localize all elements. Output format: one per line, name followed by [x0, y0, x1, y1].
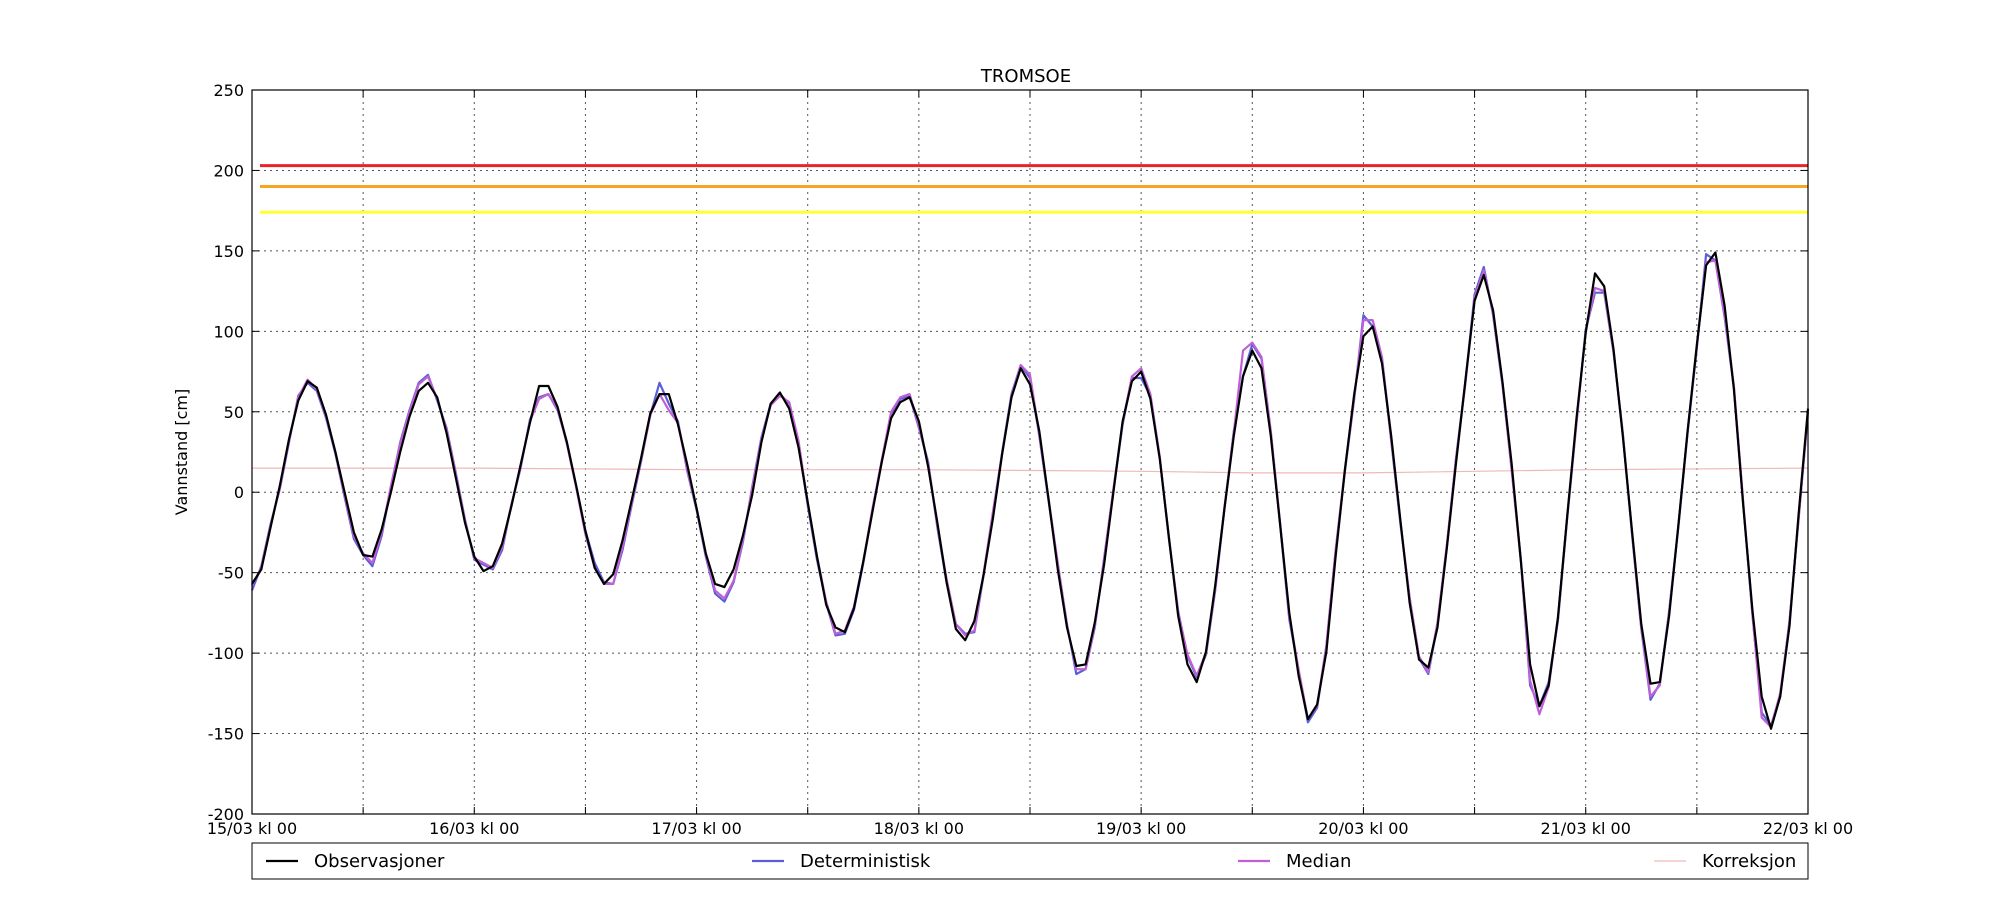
legend-label: Deterministisk	[800, 851, 931, 872]
x-tick-label: 15/03 kl 00	[207, 819, 297, 838]
y-tick-label: -100	[208, 644, 244, 663]
legend-label: Median	[1286, 851, 1351, 872]
legend-label: Korreksjon	[1702, 851, 1796, 872]
x-tick-label: 20/03 kl 00	[1318, 819, 1408, 838]
y-tick-label: 250	[213, 81, 244, 100]
y-tick-label: -50	[218, 564, 244, 583]
y-tick-label: 0	[234, 483, 244, 502]
legend-label: Observasjoner	[314, 851, 445, 872]
x-tick-label: 17/03 kl 00	[651, 819, 741, 838]
y-tick-label: -200	[208, 805, 244, 824]
y-tick-label: 50	[224, 403, 244, 422]
x-tick-label: 19/03 kl 00	[1096, 819, 1186, 838]
grid-layer	[252, 90, 1808, 814]
x-axis: 15/03 kl 00 16/03 kl 00 17/03 kl 00 18/03 k…	[207, 90, 1853, 838]
x-tick-label: 16/03 kl 00	[429, 819, 519, 838]
x-tick-label: 21/03 kl 00	[1541, 819, 1631, 838]
y-tick-label: 200	[213, 161, 244, 180]
y-tick-label: -150	[208, 725, 244, 744]
y-axis-label: Vannstand [cm]	[172, 389, 191, 515]
y-tick-label: 100	[213, 322, 244, 341]
x-tick-label: 18/03 kl 00	[874, 819, 964, 838]
series-layer	[250, 251, 1810, 730]
series-line-observasjoner	[251, 251, 1810, 730]
y-tick-label: 150	[213, 242, 244, 261]
legend-box	[251, 842, 1809, 880]
y-axis: -200 -150 -100 -50 0 50 100 150 200 250	[208, 81, 1808, 824]
threshold-lines	[260, 164, 1808, 214]
legend: Observasjoner Deterministisk Median Korreks…	[251, 842, 1809, 880]
x-tick-label: 22/03 kl 00	[1763, 819, 1853, 838]
chart-title: TROMSOE	[980, 66, 1071, 87]
